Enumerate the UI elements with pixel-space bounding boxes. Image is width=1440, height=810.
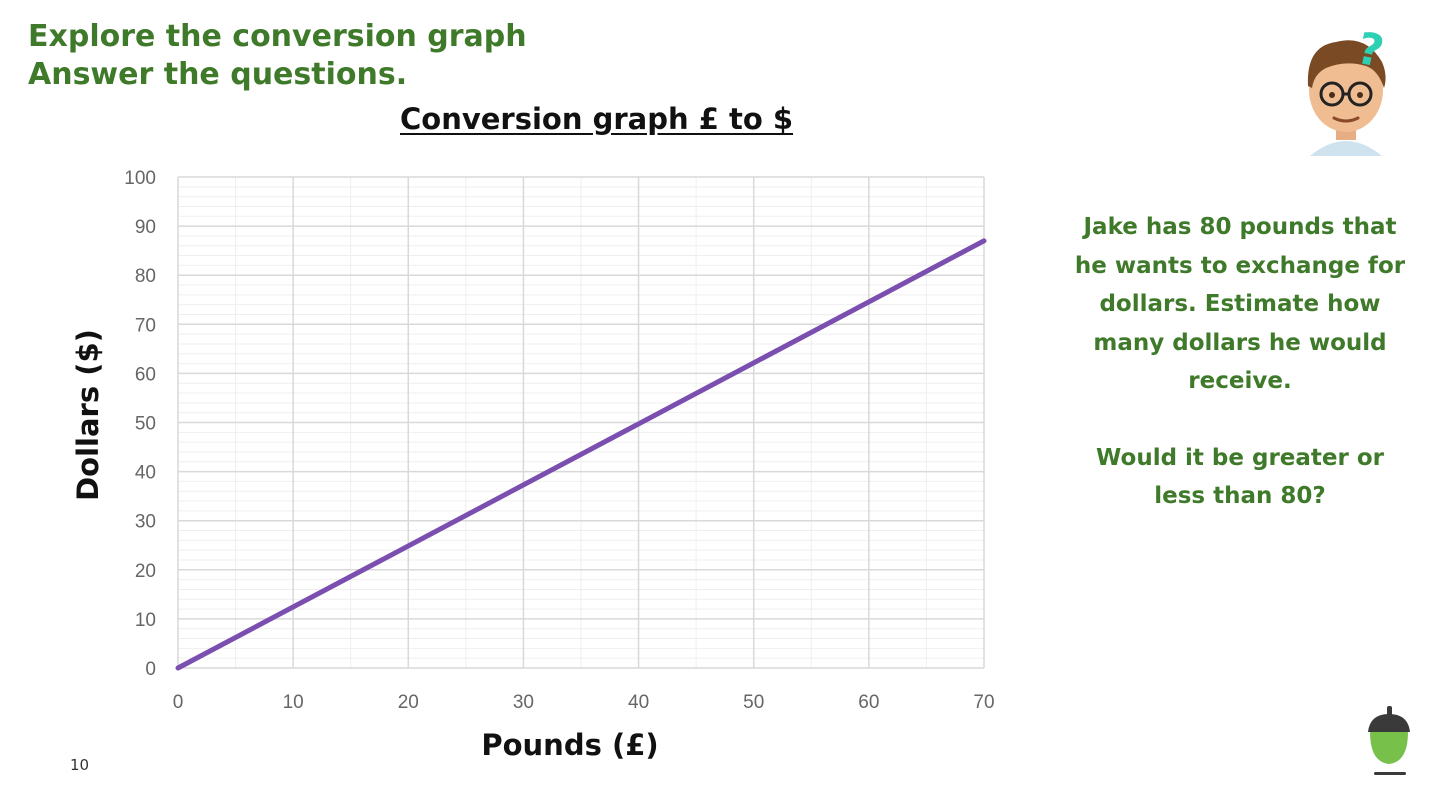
y-tick-label: 50: [135, 414, 156, 435]
x-tick-labels: 0 10 20 30 40 50 60 70: [173, 692, 995, 713]
y-tick-label: 20: [135, 561, 156, 582]
y-tick-label: 10: [135, 610, 156, 631]
y-tick-label: 90: [135, 217, 156, 238]
conversion-line: [175, 238, 987, 671]
x-tick-label: 30: [513, 692, 534, 713]
x-tick-label: 20: [398, 692, 419, 713]
page-number: 10: [70, 756, 90, 774]
y-tick-label: 100: [124, 168, 156, 189]
heading-line-2: Answer the questions.: [28, 57, 408, 92]
thinking-avatar-icon: ?: [1307, 23, 1388, 156]
question-part-1: Jake has 80 pounds that he wants to exch…: [1074, 214, 1406, 394]
slide-heading: Explore the conversion graph Answer the …: [28, 18, 527, 94]
heading-line-1: Explore the conversion graph: [28, 19, 527, 54]
x-tick-label: 10: [283, 692, 304, 713]
series-layer: [175, 238, 987, 671]
y-tick-label: 80: [135, 266, 156, 287]
y-tick-label: 0: [145, 659, 156, 680]
y-tick-label: 60: [135, 364, 156, 385]
x-tick-label: 50: [743, 692, 764, 713]
y-tick-label: 40: [135, 463, 156, 484]
y-tick-labels: 0 10 20 30 40 50 60 70 80 90 100: [124, 168, 156, 680]
major-gridlines: [177, 176, 985, 669]
x-tick-label: 40: [628, 692, 649, 713]
y-tick-label: 30: [135, 512, 156, 533]
question-part-2: Would it be greater or less than 80?: [1095, 444, 1385, 510]
y-tick-label: 70: [135, 315, 156, 336]
chart-title: Conversion graph £ to $: [400, 102, 794, 136]
question-text: Jake has 80 pounds that he wants to exch…: [1070, 208, 1410, 516]
acorn-icon: [1368, 706, 1410, 775]
x-tick-label: 70: [973, 692, 994, 713]
x-tick-label: 0: [173, 692, 184, 713]
x-tick-label: 60: [858, 692, 879, 713]
y-axis-label: Dollars ($): [71, 329, 105, 501]
x-axis-label: Pounds (£): [481, 728, 659, 762]
